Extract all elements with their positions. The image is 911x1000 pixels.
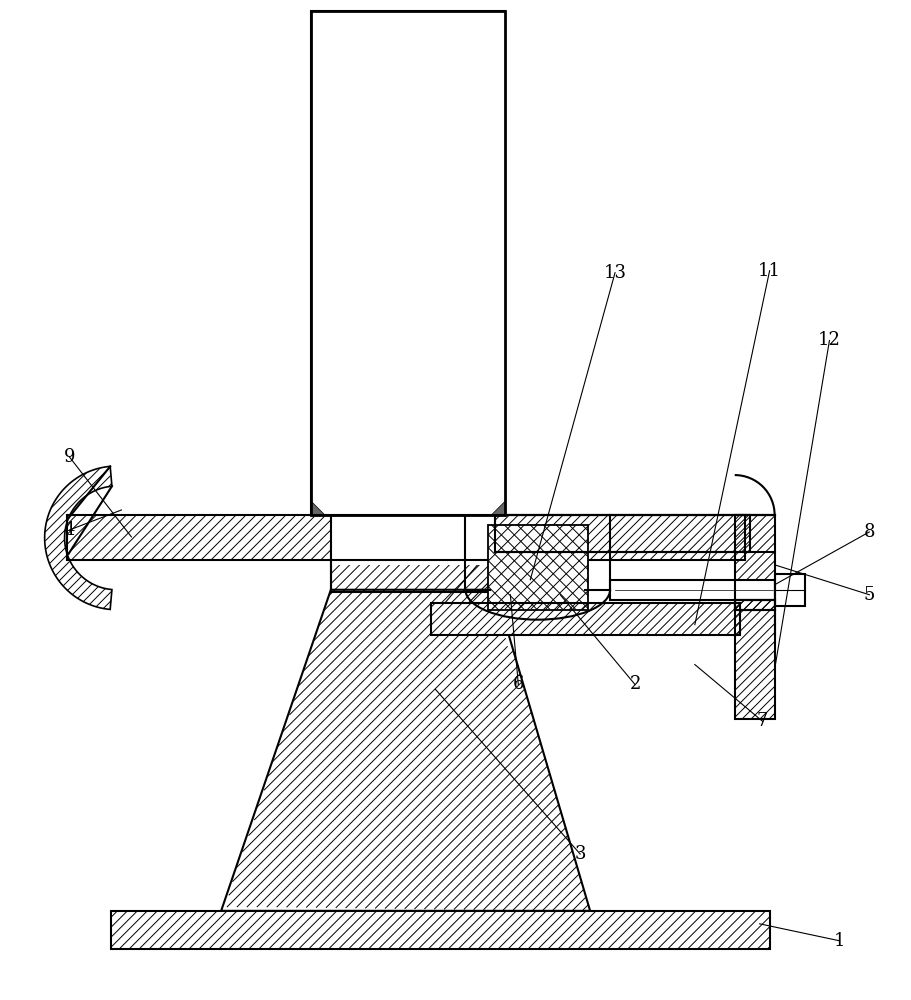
Bar	[735, 515, 774, 610]
Bar	[496, 515, 750, 552]
Bar	[735, 600, 774, 719]
Bar	[311, 11, 506, 515]
Text: 5: 5	[864, 586, 875, 604]
Bar	[331, 510, 496, 565]
Text: 12: 12	[818, 331, 841, 349]
Bar	[496, 515, 750, 552]
Bar	[431, 603, 740, 635]
Bar	[311, 11, 506, 515]
Bar	[311, 11, 506, 515]
Text: 9: 9	[64, 448, 76, 466]
Polygon shape	[331, 545, 496, 592]
Bar	[67, 515, 744, 560]
Text: 3: 3	[575, 845, 586, 863]
Polygon shape	[221, 590, 590, 911]
Bar	[488, 525, 589, 610]
Text: 2: 2	[630, 675, 640, 693]
Bar	[111, 911, 770, 949]
Text: 13: 13	[604, 264, 627, 282]
Bar	[735, 600, 774, 719]
Text: 4: 4	[64, 521, 76, 539]
Bar	[111, 911, 770, 949]
Polygon shape	[491, 501, 506, 515]
Text: 11: 11	[758, 262, 781, 280]
Bar	[488, 525, 589, 610]
Polygon shape	[45, 466, 112, 609]
Text: 6: 6	[513, 675, 524, 693]
Bar	[774, 574, 804, 606]
Text: 8: 8	[864, 523, 875, 541]
Bar	[67, 515, 744, 560]
Polygon shape	[311, 501, 325, 515]
Bar	[610, 580, 774, 600]
Text: 1: 1	[834, 932, 845, 950]
Bar	[311, 11, 506, 515]
Text: 7: 7	[757, 712, 768, 730]
Bar	[735, 515, 774, 610]
Bar	[431, 603, 740, 635]
